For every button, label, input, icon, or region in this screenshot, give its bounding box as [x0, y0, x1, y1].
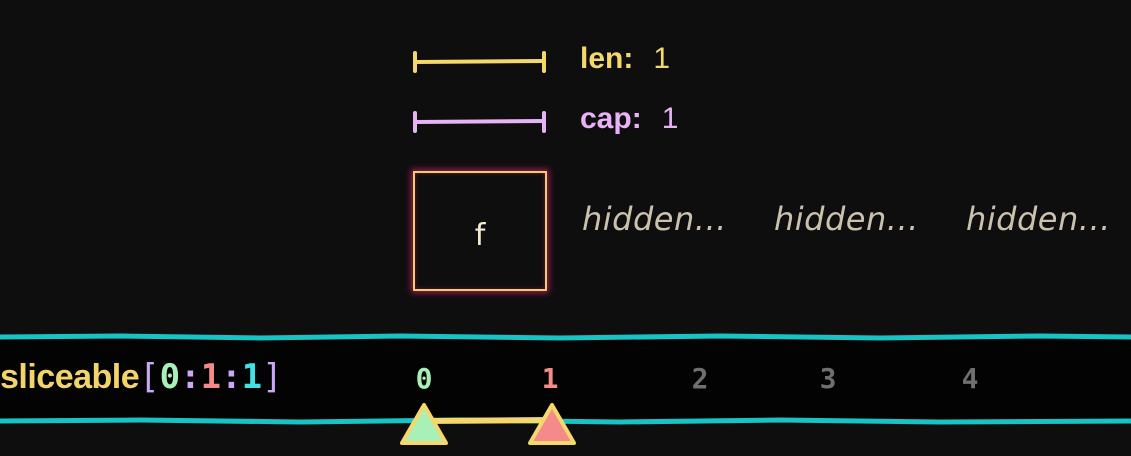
- slice-stop: 1: [200, 357, 222, 397]
- cap-value: 1: [661, 102, 679, 135]
- slice-range-connector: [421, 417, 555, 424]
- hidden-cell-label: hidden...: [966, 200, 1111, 238]
- hidden-cell-label: hidden...: [774, 200, 919, 238]
- cap-bar: [413, 111, 546, 133]
- slice-expression: sliceable[0:1:1]: [0, 357, 283, 397]
- cell-value: f: [474, 217, 486, 253]
- slice-separator: :: [180, 357, 201, 397]
- slice-separator: :: [221, 357, 242, 397]
- band-top-border: [0, 333, 1131, 341]
- index-label: 2: [691, 362, 709, 395]
- start-pointer-triangle[interactable]: [400, 403, 448, 445]
- cap-label-text: cap:: [580, 102, 642, 135]
- slice-step: 1: [241, 357, 263, 397]
- len-label: len: 1: [580, 42, 670, 76]
- stop-pointer-triangle[interactable]: [528, 403, 576, 445]
- len-value: 1: [653, 42, 671, 75]
- hidden-cell-label: hidden...: [582, 200, 727, 238]
- index-band: [0, 338, 1131, 420]
- index-label: 4: [961, 362, 979, 395]
- len-bar: [413, 51, 546, 73]
- open-bracket: [: [139, 357, 160, 397]
- close-bracket: ]: [262, 357, 283, 397]
- len-label-text: len:: [580, 42, 634, 75]
- index-label: 0: [415, 362, 433, 395]
- index-label: 3: [819, 362, 837, 395]
- array-cell-0: f: [413, 171, 547, 291]
- cap-label: cap: 1: [580, 102, 678, 136]
- index-label: 1: [541, 362, 559, 395]
- expression-name: sliceable: [0, 358, 140, 396]
- slice-start: 0: [159, 357, 181, 397]
